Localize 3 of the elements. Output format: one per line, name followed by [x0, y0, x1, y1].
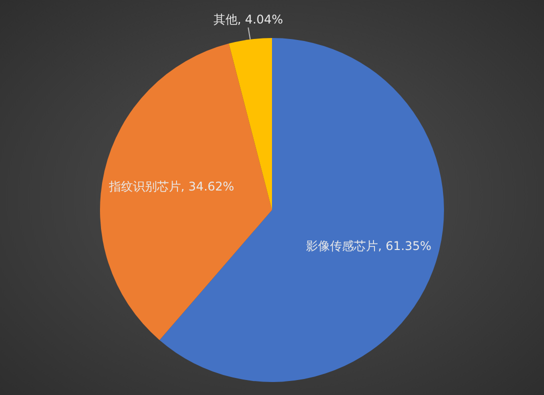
slice-label: 指纹识别芯片, 34.62% — [108, 180, 234, 194]
slice-label: 其他, 4.04% — [213, 12, 284, 27]
slice-label: 影像传感芯片, 61.35% — [306, 239, 432, 254]
